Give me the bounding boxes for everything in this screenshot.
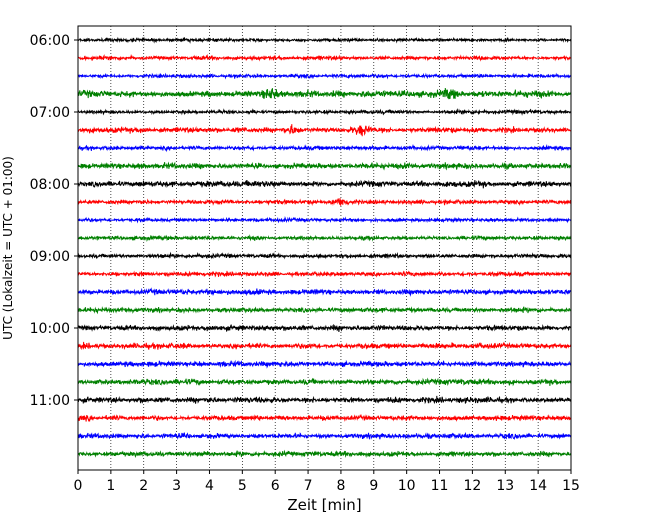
- seismic-trace: [77, 359, 572, 369]
- seismic-trace: [77, 87, 572, 100]
- x-tick-label: 6: [271, 478, 280, 494]
- seismic-trace: [77, 287, 572, 297]
- grid-lines: [110, 26, 539, 470]
- x-tick-label: 4: [205, 478, 214, 494]
- seismic-trace: [77, 124, 572, 137]
- y-tick-label: 07:00: [30, 105, 70, 121]
- x-tick-label: 9: [369, 478, 378, 494]
- x-tick-label: 13: [496, 478, 514, 494]
- x-tick-label: 2: [139, 478, 148, 494]
- seismic-trace: [77, 413, 572, 422]
- trace-group: [77, 36, 572, 459]
- y-tick-label: 10:00: [30, 321, 70, 337]
- y-tick-label: 06:00: [30, 33, 70, 49]
- seismic-trace: [77, 323, 572, 332]
- seismic-trace: [77, 53, 572, 62]
- y-tick-label: 09:00: [30, 249, 70, 265]
- x-tick-label: 12: [463, 478, 481, 494]
- x-tick-label: 0: [74, 478, 83, 494]
- seismic-trace: [77, 395, 572, 405]
- x-tick-label: 3: [172, 478, 181, 494]
- y-tick-label: 11:00: [30, 393, 70, 409]
- plot-frame: [77, 25, 572, 471]
- seismic-trace: [77, 216, 572, 224]
- y-tick-label: 08:00: [30, 177, 70, 193]
- seismic-trace: [78, 36, 572, 44]
- seismic-trace: [77, 143, 572, 153]
- x-axis-label: Zeit [min]: [287, 496, 361, 514]
- x-tick-label: 5: [238, 478, 247, 494]
- seismic-trace: [77, 270, 572, 278]
- y-axis-label: UTC (Lokalzeit = UTC + 01:00): [1, 156, 15, 340]
- x-tick-label: 14: [529, 478, 547, 494]
- seismic-trace: [77, 72, 572, 80]
- x-tick-label: 15: [562, 478, 580, 494]
- seismic-trace: [77, 341, 572, 351]
- x-tick-label: 7: [304, 478, 313, 494]
- x-tick-label: 8: [336, 478, 345, 494]
- seismic-trace: [77, 108, 572, 116]
- seismic-trace: [77, 234, 572, 242]
- seismic-trace: [77, 179, 572, 189]
- x-tick-label: 1: [106, 478, 115, 494]
- x-tick-label: 11: [431, 478, 449, 494]
- seismic-trace: [77, 431, 572, 440]
- seismic-trace: [77, 161, 572, 171]
- seismic-trace: [77, 377, 572, 387]
- seismic-trace: [77, 306, 572, 315]
- x-tick-label: 10: [398, 478, 416, 494]
- plot-background: [78, 26, 571, 470]
- seismic-trace: [77, 251, 572, 260]
- x-axis: 0 1 2 3 4 5 6 7 8 9 10 11 12 13 14 15: [74, 470, 580, 494]
- y-axis: 06:00 07:00 08:00 09:00 10:00 11:00: [30, 33, 78, 409]
- seismic-trace: [77, 449, 572, 459]
- seismic-trace: [77, 198, 572, 206]
